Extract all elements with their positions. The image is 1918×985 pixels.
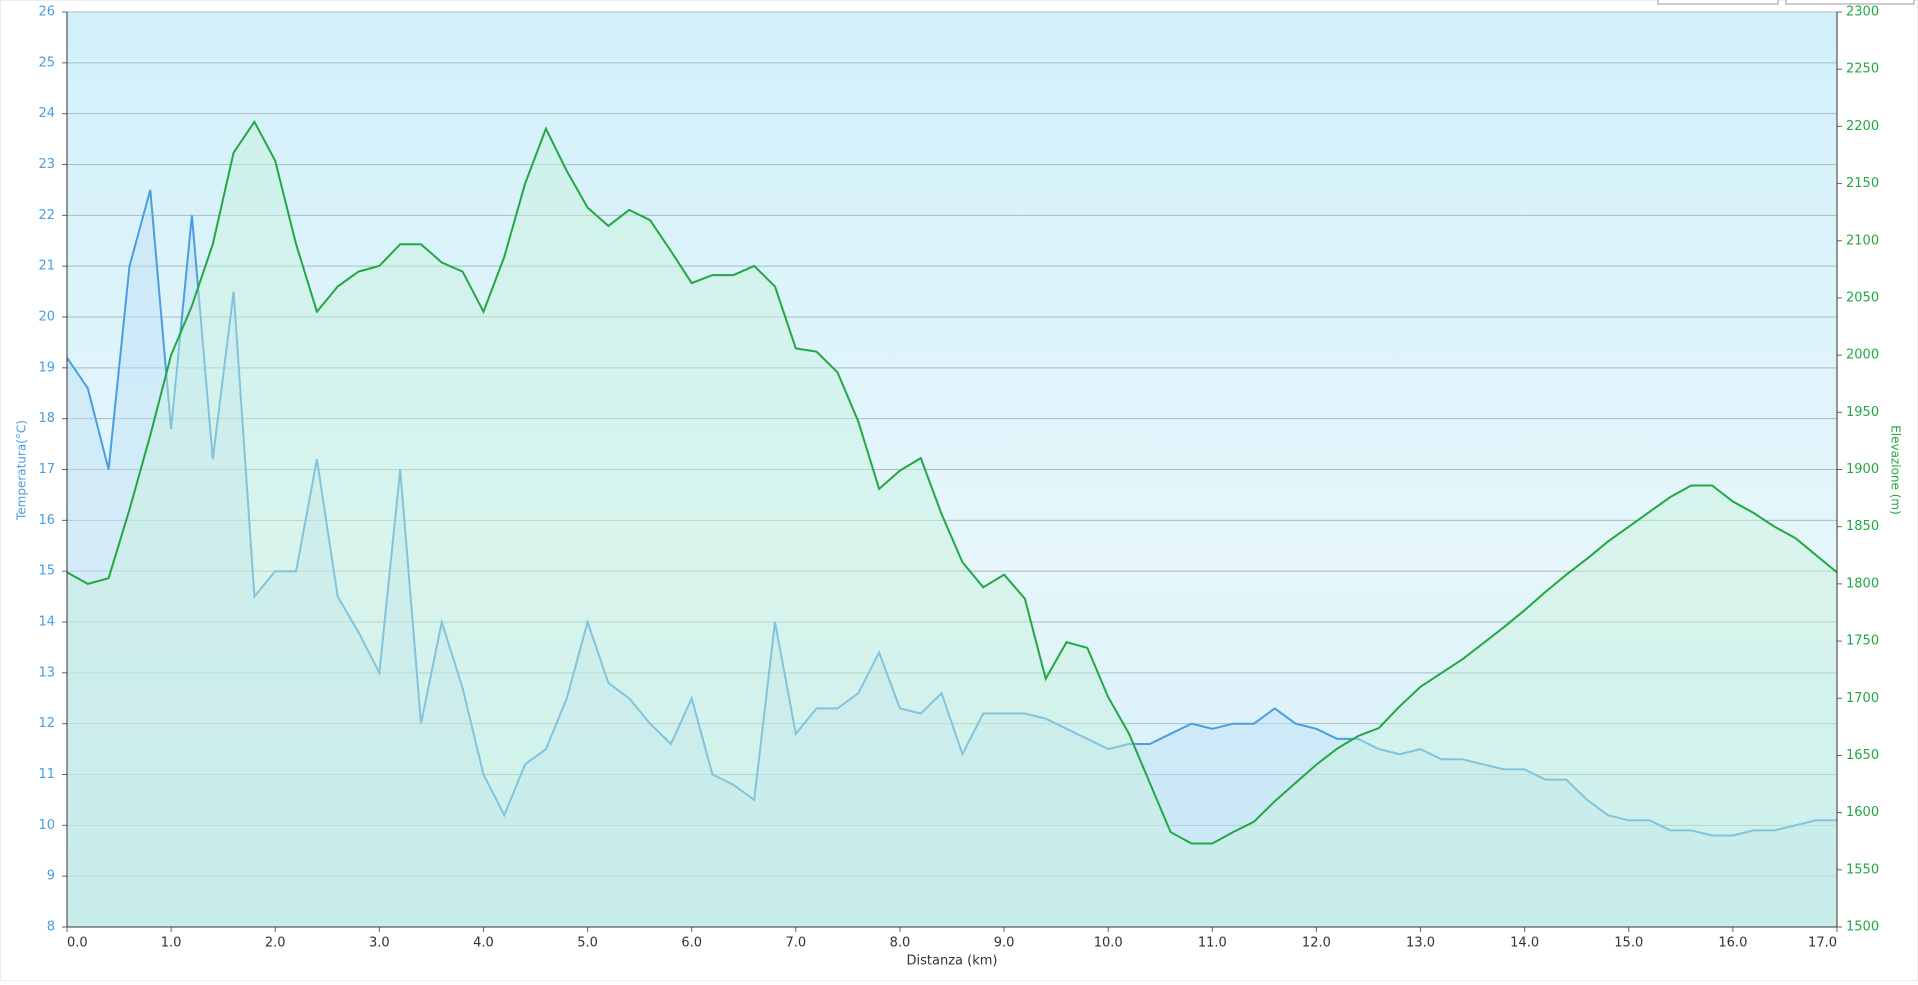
- x-tick-label: 0.0: [67, 936, 88, 951]
- x-tick-label: 17.0: [1808, 936, 1837, 951]
- y-tick-label: 19: [38, 360, 55, 375]
- y-tick-label: 8: [47, 920, 55, 935]
- y-tick-label: 13: [38, 665, 55, 680]
- y-tick-label: 23: [38, 157, 55, 172]
- y2-tick-label: 1550: [1846, 862, 1879, 877]
- x-tick-label: 16.0: [1718, 936, 1747, 951]
- x-tick-label: 2.0: [265, 936, 286, 951]
- y2-tick-label: 2250: [1846, 62, 1879, 77]
- y-tick-label: 16: [38, 513, 55, 528]
- area: [67, 121, 1837, 928]
- x-tick-label: 13.0: [1406, 936, 1435, 951]
- x-tick-label: 9.0: [994, 936, 1015, 951]
- y2-tick-label: 2200: [1846, 119, 1879, 134]
- x-tick-label: 4.0: [473, 936, 494, 951]
- x-tick-label: 3.0: [369, 936, 390, 951]
- x-tick-label: 10.0: [1094, 936, 1123, 951]
- x-axis-label: Distanza (km): [907, 954, 998, 969]
- y2-tick-label: 1850: [1846, 519, 1879, 534]
- line: [66, 189, 1837, 837]
- y2-tick-label: 1700: [1846, 691, 1879, 706]
- y2-tick-label: 2000: [1846, 348, 1879, 363]
- y2-tick-label: 2100: [1846, 233, 1879, 248]
- y-tick-label: 15: [38, 564, 55, 579]
- y2-axis-label: Elevazione (m): [1889, 425, 1903, 515]
- y2-tick-label: 1800: [1846, 576, 1879, 591]
- x-tick-label: 12.0: [1302, 936, 1331, 951]
- y-axis-label: Temperatura(°C): [15, 420, 29, 521]
- y-tick-label: 24: [38, 106, 55, 121]
- y2-tick-label: 2150: [1846, 176, 1879, 191]
- y2-tick-label: 1750: [1846, 634, 1879, 649]
- y2-tick-label: 1600: [1846, 805, 1879, 820]
- x-tick-label: 14.0: [1510, 936, 1539, 951]
- y2-tick-label: 2300: [1846, 5, 1879, 20]
- x-tick-label: 15.0: [1614, 936, 1643, 951]
- area: [67, 189, 1837, 927]
- y2-tick-label: 1500: [1846, 920, 1879, 935]
- y-tick-label: 9: [47, 869, 55, 884]
- y-tick-label: 21: [38, 259, 55, 274]
- y2-tick-label: 1950: [1846, 405, 1879, 420]
- button[interactable]: [1657, 0, 1779, 5]
- y-tick-label: 22: [38, 208, 55, 223]
- x-tick-label: 7.0: [785, 936, 806, 951]
- x-tick-label: 8.0: [890, 936, 911, 951]
- x-tick-label: 5.0: [577, 936, 598, 951]
- line: [66, 119, 1838, 845]
- y-tick-label: 17: [38, 462, 55, 477]
- x-tick-label: 1.0: [161, 936, 182, 951]
- y-tick-label: 11: [38, 767, 55, 782]
- y2-tick-label: 1650: [1846, 748, 1879, 763]
- y2-tick-label: 1900: [1846, 462, 1879, 477]
- y-tick-label: 14: [38, 615, 55, 630]
- y-tick-label: 26: [38, 5, 55, 20]
- y-tick-label: 10: [38, 818, 55, 833]
- y-tick-label: 20: [38, 310, 55, 325]
- y-tick-label: 25: [38, 55, 55, 70]
- y-tick-label: 18: [38, 411, 55, 426]
- x-tick-label: 6.0: [681, 936, 702, 951]
- y-tick-label: 12: [38, 716, 55, 731]
- x-tick-label: 11.0: [1198, 936, 1227, 951]
- button[interactable]: [1785, 0, 1915, 5]
- y2-tick-label: 2050: [1846, 290, 1879, 305]
